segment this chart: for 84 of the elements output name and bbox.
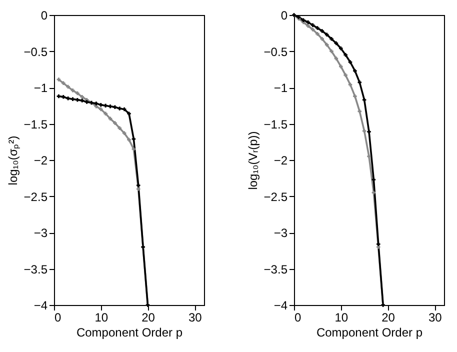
y-tick-label: −0.5 — [24, 44, 48, 59]
point — [324, 32, 329, 36]
point — [56, 78, 61, 82]
y-tick-label: −3 — [274, 226, 288, 240]
point — [132, 147, 136, 151]
y-tick-label: −2.5 — [264, 190, 288, 204]
x-tick-label: 10 — [94, 310, 108, 324]
point — [132, 137, 136, 141]
point — [339, 46, 343, 50]
point — [113, 121, 117, 125]
point — [122, 107, 126, 112]
x-axis-title: Component Order p — [76, 326, 183, 340]
y-tick-label: −1.5 — [24, 117, 48, 132]
point — [62, 95, 66, 99]
point — [320, 37, 324, 41]
y-tick-label: −0.5 — [264, 44, 288, 59]
point — [127, 112, 131, 116]
y-tick-label: −2 — [34, 154, 48, 168]
y-tick-label: −4 — [34, 298, 48, 312]
point — [316, 26, 320, 30]
point — [70, 88, 75, 92]
point — [80, 98, 84, 102]
point — [80, 95, 84, 99]
point — [324, 42, 329, 47]
point — [113, 105, 117, 109]
point — [376, 242, 380, 246]
point — [316, 32, 320, 36]
point — [66, 96, 70, 100]
point — [358, 80, 362, 84]
point — [344, 53, 348, 57]
point — [330, 37, 334, 41]
y-tick-label: −1.5 — [264, 117, 288, 132]
point — [99, 103, 103, 107]
y-tick-label: 0 — [280, 8, 288, 22]
x-tick-label: 30 — [188, 310, 202, 324]
y-axis-title: log₁₀(σₚ²) — [6, 136, 20, 186]
point — [348, 82, 352, 86]
point — [104, 112, 108, 116]
x-tick-label: 10 — [334, 310, 348, 324]
y-tick-label: 0 — [40, 8, 48, 22]
y-tick-label: −3.5 — [264, 262, 288, 276]
point — [339, 64, 343, 68]
point — [76, 91, 80, 96]
point — [353, 94, 357, 98]
point — [334, 41, 338, 46]
point — [310, 23, 315, 28]
point — [108, 116, 112, 121]
y-tick-label: −3.5 — [24, 262, 48, 276]
point — [358, 110, 362, 114]
point — [302, 18, 306, 22]
point — [306, 24, 310, 28]
point — [362, 98, 366, 102]
point — [344, 73, 348, 78]
point — [66, 84, 70, 89]
point — [76, 98, 80, 102]
y-axis-title: log₁₀(Vᵣ(p)) — [246, 131, 260, 190]
point — [348, 60, 352, 64]
point — [372, 190, 376, 194]
point — [99, 107, 103, 112]
point — [372, 178, 376, 182]
point — [353, 68, 357, 73]
x-tick-label: 20 — [142, 310, 156, 324]
y-tick-label: −2.5 — [24, 190, 48, 204]
point — [62, 81, 66, 86]
point — [320, 29, 324, 33]
y-tick-label: −3 — [34, 226, 48, 240]
point — [70, 97, 75, 101]
point — [122, 131, 126, 136]
point — [104, 104, 108, 108]
y-tick-label: −1 — [34, 81, 48, 95]
x-tick-label: 20 — [382, 310, 396, 324]
x-tick-label: 0 — [294, 310, 302, 324]
x-axis-title: Component Order p — [316, 326, 423, 340]
point — [118, 106, 122, 110]
x-tick-label: 30 — [428, 310, 442, 324]
y-tick-label: −1 — [274, 81, 288, 95]
y-tick-label: −4 — [274, 298, 288, 312]
point — [136, 184, 140, 188]
y-tick-label: −2 — [274, 154, 288, 168]
point — [94, 102, 98, 106]
point — [108, 104, 112, 108]
x-tick-label: 0 — [54, 310, 62, 324]
point — [118, 126, 122, 130]
point — [306, 20, 310, 24]
